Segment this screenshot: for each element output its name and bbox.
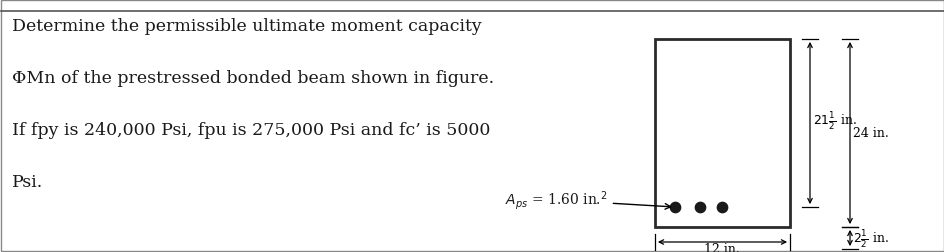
- Point: [666, 205, 682, 209]
- Text: 12 in.: 12 in.: [703, 242, 739, 252]
- Text: $2\frac{1}{2}$ in.: $2\frac{1}{2}$ in.: [852, 227, 888, 249]
- Text: If fpy is 240,000 Psi, fpu is 275,000 Psi and fc’ is 5000: If fpy is 240,000 Psi, fpu is 275,000 Ps…: [12, 121, 490, 138]
- Text: $21\frac{1}{2}$ in.: $21\frac{1}{2}$ in.: [812, 110, 856, 132]
- Point: [714, 205, 729, 209]
- Text: $A_{ps}$ = 1.60 in.$^2$: $A_{ps}$ = 1.60 in.$^2$: [504, 189, 670, 212]
- Point: [692, 205, 707, 209]
- Text: ΦMn of the prestressed bonded beam shown in figure.: ΦMn of the prestressed bonded beam shown…: [12, 70, 494, 87]
- Bar: [654, 40, 789, 227]
- Text: Determine the permissible ultimate moment capacity: Determine the permissible ultimate momen…: [12, 18, 481, 35]
- Text: 24 in.: 24 in.: [852, 127, 887, 140]
- Text: Psi.: Psi.: [12, 173, 43, 190]
